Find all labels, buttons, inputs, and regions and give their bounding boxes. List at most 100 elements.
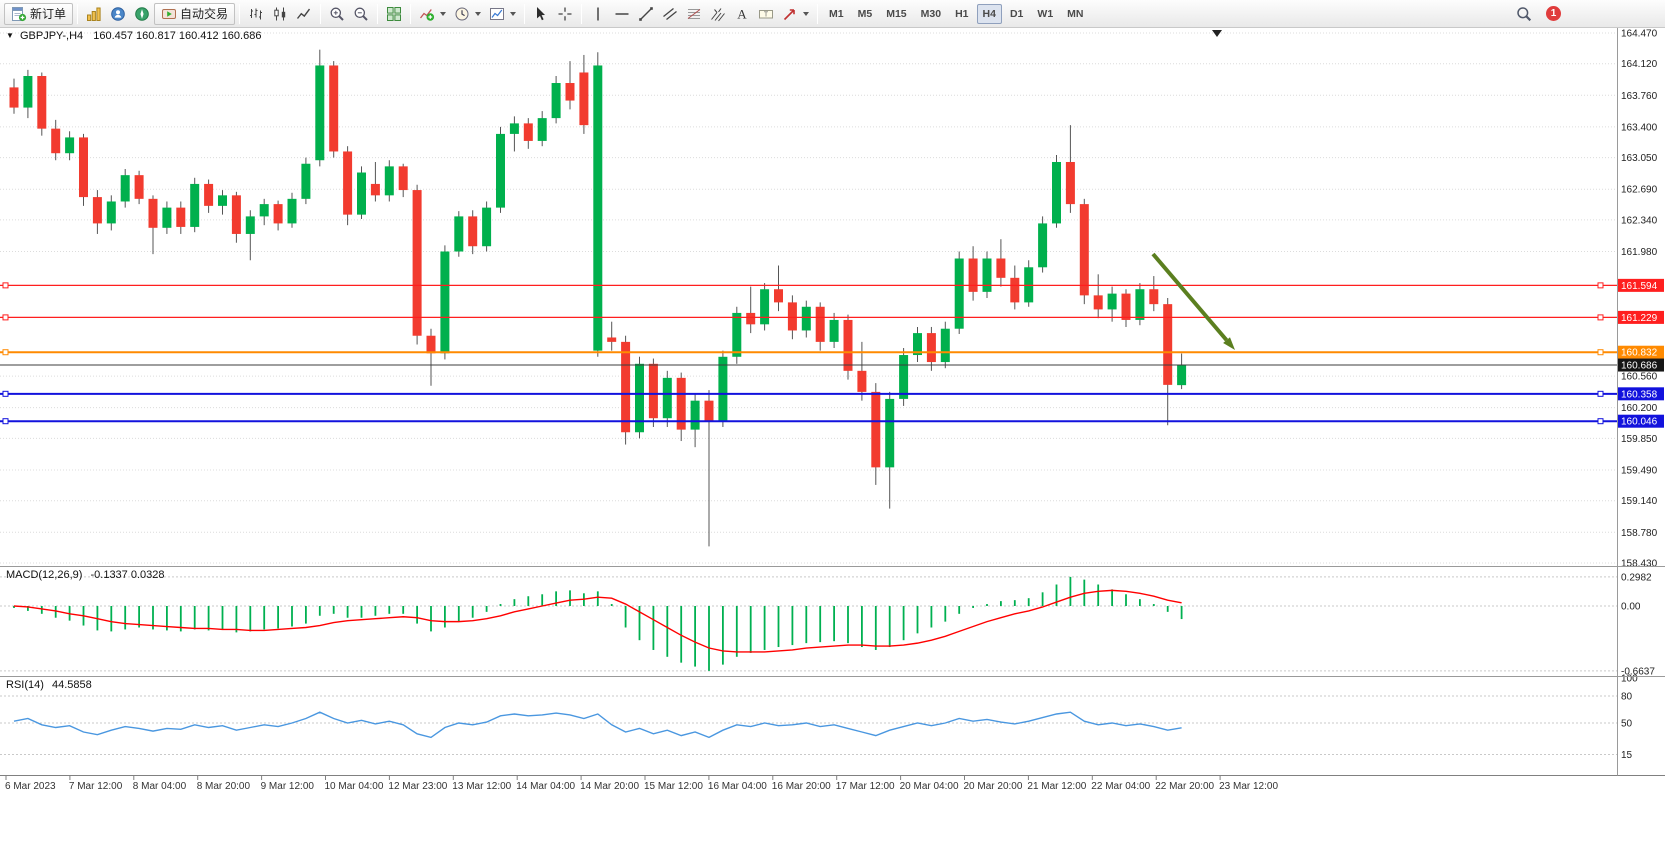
svg-text:23 Mar 12:00: 23 Mar 12:00	[1219, 781, 1278, 792]
level-handle[interactable]	[1597, 314, 1604, 321]
toolbar-button-text[interactable]: A	[730, 3, 754, 25]
toolbar-button-navigator[interactable]	[130, 3, 154, 25]
new-order-icon	[11, 6, 27, 22]
toolbar-button-line-chart[interactable]	[292, 3, 316, 25]
svg-text:161.229: 161.229	[1621, 313, 1658, 324]
toolbar-right: 1	[1512, 3, 1561, 25]
level-handle[interactable]	[1597, 349, 1604, 356]
toolbar: 新订单 自动交易 A T M1 M5 M15 M30 H1 H4 D1 W1 MN 1	[0, 0, 1665, 28]
svg-text:163.050: 163.050	[1621, 153, 1658, 164]
toolbar-button-bars-chart[interactable]	[244, 3, 268, 25]
symbol-dropdown-icon[interactable]: ▼	[6, 31, 14, 40]
svg-text:161.594: 161.594	[1621, 281, 1658, 292]
svg-text:14 Mar 04:00: 14 Mar 04:00	[516, 781, 575, 792]
level-handle[interactable]	[2, 314, 9, 321]
zoom-in-icon	[329, 6, 345, 22]
toolbar-buttons: 新订单 自动交易 A T M1 M5 M15 M30 H1 H4 D1 W1 MN	[4, 2, 1091, 25]
level-handle[interactable]	[2, 282, 9, 289]
search-button[interactable]	[1512, 3, 1536, 25]
autotrading-label: 自动交易	[180, 7, 229, 21]
svg-text:159.490: 159.490	[1621, 465, 1658, 476]
arrows-icon	[782, 6, 798, 22]
level-handle[interactable]	[1597, 282, 1604, 289]
timeframe-M15-button[interactable]: M15	[886, 7, 907, 20]
toolbar-button-zoom-out[interactable]	[349, 3, 373, 25]
svg-text:161.980: 161.980	[1621, 247, 1658, 258]
svg-text:164.470: 164.470	[1621, 29, 1658, 40]
timeframe-M5-button[interactable]: M5	[857, 7, 873, 20]
toolbar-button-candles-chart[interactable]	[268, 3, 292, 25]
dropdown-caret-icon[interactable]	[803, 11, 810, 16]
toolbar-button-fibonacci[interactable]	[682, 3, 706, 25]
pitchfork-icon	[710, 6, 726, 22]
toolbar-separator	[320, 3, 322, 24]
svg-text:163.760: 163.760	[1621, 91, 1658, 102]
toolbar-button-profiles[interactable]	[106, 3, 130, 25]
toolbar-button-symbols[interactable]	[82, 3, 106, 25]
text-label-icon: T	[758, 6, 774, 22]
toolbar-separator	[581, 3, 583, 24]
dropdown-caret-icon[interactable]	[475, 11, 482, 16]
navigator-icon	[134, 6, 150, 22]
toolbar-button-templates[interactable]	[485, 3, 520, 25]
timeframe-H4-button[interactable]: H4	[976, 3, 1002, 24]
toolbar-button-horizontal-line[interactable]	[610, 3, 634, 25]
svg-text:159.140: 159.140	[1621, 496, 1658, 507]
toolbar-button-indicators[interactable]	[415, 3, 450, 25]
svg-text:159.850: 159.850	[1621, 434, 1658, 445]
price-grid	[0, 32, 1617, 564]
chart-shift-icon[interactable]	[1212, 30, 1222, 37]
timeframe-D1-button[interactable]: D1	[1009, 7, 1024, 20]
toolbar-button-text-label[interactable]: T	[754, 3, 778, 25]
toolbar-button-trendline[interactable]	[634, 3, 658, 25]
price-level-label	[1618, 345, 1664, 359]
vertical-line-icon	[590, 6, 606, 22]
toolbar-button-new-order[interactable]: 新订单	[4, 2, 74, 25]
svg-text:9 Mar 12:00: 9 Mar 12:00	[261, 781, 315, 792]
toolbar-button-autotrading[interactable]: 自动交易	[154, 2, 236, 25]
toolbar-separator	[77, 3, 79, 24]
timeframe-MN-button[interactable]: MN	[1067, 7, 1084, 20]
panel-separators[interactable]	[0, 28, 1665, 776]
svg-text:T: T	[764, 11, 769, 18]
timeframe-M30-button[interactable]: M30	[920, 7, 942, 20]
trend-arrow[interactable]	[1151, 252, 1235, 350]
timeframe-M1-button[interactable]: M1	[829, 7, 844, 20]
svg-text:14 Mar 20:00: 14 Mar 20:00	[580, 781, 639, 792]
price-axis-labels: 164.470 164.120 163.760 163.400 163.050 162.6…	[1618, 29, 1664, 761]
svg-text:162.690: 162.690	[1621, 185, 1658, 196]
level-handle[interactable]	[2, 418, 9, 425]
svg-text:12 Mar 23:00: 12 Mar 23:00	[388, 781, 447, 792]
svg-text:8 Mar 04:00: 8 Mar 04:00	[133, 781, 187, 792]
toolbar-button-arrows[interactable]	[778, 3, 813, 25]
timeframe-W1-button[interactable]: W1	[1037, 7, 1054, 20]
toolbar-separator	[524, 3, 526, 24]
dropdown-caret-icon[interactable]	[510, 11, 517, 16]
rsi-panel	[0, 695, 1617, 755]
level-handle[interactable]	[2, 349, 9, 356]
dropdown-caret-icon[interactable]	[440, 11, 447, 16]
toolbar-button-pitchfork[interactable]	[706, 3, 730, 25]
svg-text:160.358: 160.358	[1621, 389, 1658, 400]
svg-text:13 Mar 12:00: 13 Mar 12:00	[452, 781, 511, 792]
notification-badge[interactable]: 1	[1546, 6, 1561, 21]
level-handle[interactable]	[1597, 390, 1604, 397]
toolbar-button-zoom-in[interactable]	[325, 3, 349, 25]
svg-text:158.430: 158.430	[1621, 559, 1658, 570]
price-level-label	[1618, 358, 1664, 372]
toolbar-button-cursor[interactable]	[529, 3, 553, 25]
price-level-label	[1618, 310, 1664, 324]
toolbar-button-channel[interactable]	[658, 3, 682, 25]
level-handle[interactable]	[2, 390, 9, 397]
toolbar-button-tile-windows[interactable]	[382, 3, 406, 25]
toolbar-button-periods[interactable]	[450, 3, 485, 25]
candles	[9, 49, 1187, 547]
svg-text:22 Mar 04:00: 22 Mar 04:00	[1091, 781, 1150, 792]
svg-text:20 Mar 04:00: 20 Mar 04:00	[900, 781, 959, 792]
level-handle[interactable]	[1597, 418, 1604, 425]
timeframe-H1-button[interactable]: H1	[955, 7, 969, 20]
new-order-label: 新订单	[30, 7, 67, 21]
toolbar-button-vertical-line[interactable]	[586, 3, 610, 25]
toolbar-button-crosshair[interactable]	[553, 3, 577, 25]
